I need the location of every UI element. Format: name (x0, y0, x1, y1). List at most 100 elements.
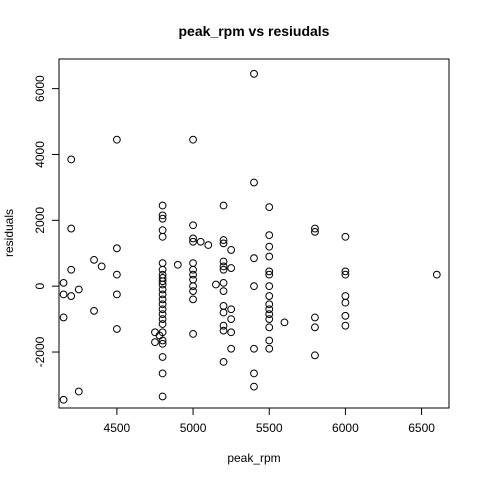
data-point (265, 203, 274, 212)
y-tick-label: -2000 (33, 336, 47, 367)
data-point (158, 320, 167, 328)
data-point (112, 290, 121, 299)
data-point (59, 278, 68, 287)
data-point (196, 237, 205, 246)
data-point (265, 252, 274, 261)
x-tick-label: 5500 (256, 421, 283, 435)
data-point (158, 315, 167, 324)
data-point (265, 315, 274, 324)
data-point (189, 221, 197, 230)
data-point (112, 270, 121, 279)
data-point (189, 234, 197, 243)
x-axis-label: peak_rpm (227, 451, 280, 465)
x-tick-label: 6500 (408, 421, 435, 435)
data-point (265, 242, 274, 251)
x-axis: 4500 5000 5500 6000 6500 (104, 407, 435, 435)
data-point (59, 313, 68, 322)
data-point (90, 306, 98, 315)
y-tick-label: 6000 (33, 75, 47, 102)
data-point (250, 369, 258, 378)
data-point (74, 285, 83, 294)
data-point (158, 392, 167, 401)
data-point (311, 227, 319, 236)
data-point (158, 259, 167, 268)
data-point (189, 237, 197, 246)
data-point (67, 265, 76, 274)
data-point (265, 323, 274, 332)
data-point (265, 336, 274, 345)
data-point (250, 344, 258, 353)
data-point (158, 336, 167, 345)
data-point (158, 305, 167, 314)
data-point (189, 287, 197, 296)
data-point (227, 264, 236, 272)
x-tick-label: 5000 (180, 421, 207, 435)
data-point (341, 321, 350, 330)
data-point (227, 315, 236, 324)
data-points (59, 69, 441, 404)
data-point (311, 313, 319, 322)
data-point (212, 280, 220, 289)
data-point (227, 305, 236, 314)
data-point (158, 353, 167, 361)
data-point (280, 318, 289, 327)
data-point (204, 241, 213, 249)
data-point (59, 395, 68, 404)
data-point (189, 282, 197, 291)
data-point (227, 246, 236, 254)
data-point (219, 257, 228, 266)
y-tick-label: 2000 (33, 207, 47, 234)
data-point (158, 328, 167, 337)
data-point (341, 298, 350, 307)
data-point (265, 292, 274, 300)
data-point (341, 267, 350, 276)
data-point (112, 325, 121, 333)
data-point (90, 255, 98, 264)
data-point (265, 310, 274, 319)
plot-frame (58, 58, 450, 409)
data-point (74, 387, 83, 396)
data-point (265, 270, 274, 279)
data-point (189, 295, 197, 304)
chart-title: peak_rpm vs resiudals (179, 23, 330, 39)
data-point (189, 135, 197, 144)
data-point (341, 311, 350, 320)
data-point (227, 328, 236, 337)
data-point (219, 302, 228, 310)
data-point (158, 310, 167, 319)
data-point (151, 328, 159, 337)
data-point (265, 267, 274, 276)
data-point (219, 308, 228, 317)
data-point (311, 323, 319, 332)
data-point (250, 382, 258, 391)
data-point (219, 239, 228, 248)
data-point (67, 224, 76, 233)
y-axis-label: residuals (2, 209, 16, 257)
data-point (59, 290, 68, 299)
data-point (341, 270, 350, 279)
data-point (219, 278, 228, 287)
data-point (158, 211, 167, 220)
data-point (158, 295, 167, 304)
data-point (189, 330, 197, 338)
y-axis: -2000 0 2000 4000 6000 (33, 75, 60, 367)
data-point (265, 344, 274, 353)
data-point (311, 351, 319, 360)
data-point (158, 214, 167, 223)
data-point (158, 290, 167, 299)
data-point (158, 369, 167, 378)
x-tick-label: 6000 (332, 421, 359, 435)
x-tick-label: 4500 (104, 421, 131, 435)
data-point (219, 287, 228, 296)
data-point (158, 285, 167, 294)
data-point (250, 282, 258, 291)
data-point (219, 236, 228, 244)
data-point (112, 244, 121, 253)
data-point (158, 339, 167, 348)
data-point (250, 69, 258, 78)
data-point (189, 265, 197, 274)
data-point (265, 300, 274, 309)
data-point (219, 358, 228, 366)
y-tick-label: 0 (33, 283, 47, 290)
data-point (341, 232, 350, 241)
